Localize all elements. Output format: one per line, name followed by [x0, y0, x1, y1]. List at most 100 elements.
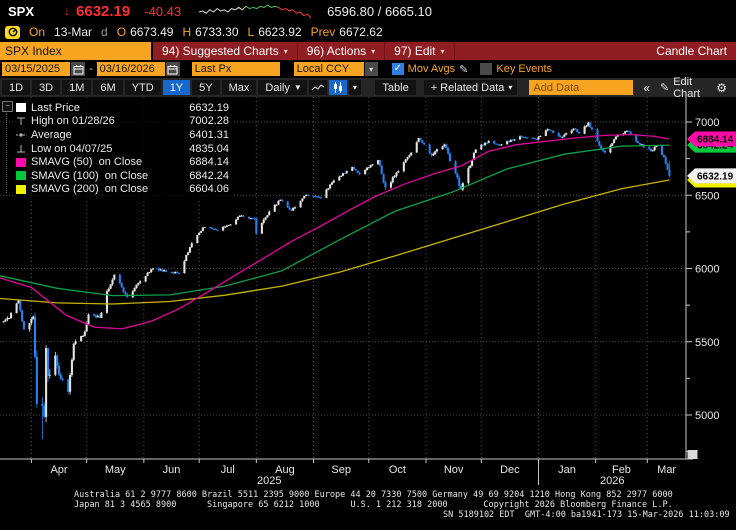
chart-area: 7000 6500 6000 5500 5000 Apr May Jun Jul Aug Sep Oc… — [0, 97, 736, 487]
candle-chart-type-button[interactable] — [328, 80, 347, 95]
legend-value: 6842.24 — [189, 169, 229, 182]
legend-value: 4835.04 — [189, 142, 229, 155]
legend-row-low-on-04-07-25[interactable]: Low on 04/07/25 4835.04 — [16, 142, 229, 156]
svg-text:7000: 7000 — [695, 117, 719, 129]
legend-row-last-price[interactable]: Last Price 6632.19 — [16, 101, 229, 115]
svg-text:Jun: Jun — [163, 464, 181, 476]
legend-row-smavg-100-on-close[interactable]: SMAVG (100) on Close 6842.24 — [16, 169, 229, 183]
svg-text:Apr: Apr — [50, 464, 67, 476]
key-events-checkbox[interactable] — [480, 63, 493, 75]
period-tab-1m[interactable]: 1M — [62, 80, 92, 95]
legend-label: Average — [31, 128, 72, 141]
currency-dropdown-arrow-icon[interactable]: ▾ — [364, 62, 378, 76]
svg-text:2026: 2026 — [600, 475, 624, 487]
open-label: O — [116, 25, 127, 39]
calendar-icon[interactable] — [71, 62, 85, 76]
svg-text:5500: 5500 — [695, 337, 719, 349]
menu-item-actions[interactable]: 96) Actions ▾ — [298, 42, 386, 60]
open-value: 6673.49 — [130, 25, 174, 39]
smavg-50-on-close-swatch-icon — [16, 157, 31, 167]
security-input[interactable]: SPX Index — [0, 42, 151, 60]
edit-chart-button[interactable]: ✎ Edit Chart — [660, 75, 701, 100]
edit-pencil-icon: ✎ — [660, 82, 670, 94]
settings-gear-icon[interactable]: ⚙ — [716, 80, 727, 95]
legend-row-smavg-50-on-close[interactable]: SMAVG (50) on Close 6884.14 — [16, 155, 229, 169]
period-tab-ytd[interactable]: YTD — [124, 80, 161, 95]
date-from-input[interactable]: 03/15/2025 — [2, 62, 70, 76]
add-data-input[interactable]: Add Data — [529, 80, 634, 95]
legend-value: 6884.14 — [189, 156, 229, 169]
frequency-select[interactable]: Daily ▼ — [258, 80, 307, 95]
high-value: 6733.30 — [195, 25, 239, 39]
menu-items: 94) Suggested Charts ▾ 96) Actions ▾ 97) Edi… — [153, 42, 455, 60]
svg-text:6000: 6000 — [695, 264, 719, 276]
key-events-label[interactable]: Key Events — [496, 63, 553, 75]
low-value: 6623.92 — [258, 25, 302, 39]
prev-value: 6672.62 — [339, 25, 383, 39]
legend-value: 7002.28 — [189, 115, 229, 128]
smavg-100-on-close-swatch-icon — [16, 171, 31, 181]
svg-text:Sep: Sep — [331, 464, 351, 476]
delayed-flag: d — [101, 25, 108, 39]
period-tabs: 1D 3D 1M 6M YTD 1Y 5Y Max — [0, 80, 257, 95]
legend-row-high-on-01-28-26[interactable]: High on 01/28/26 7002.28 — [16, 115, 229, 129]
last-price: 6632.19 — [76, 2, 131, 20]
price-down-arrow-icon: ↓ — [64, 4, 71, 18]
svg-text:Dec: Dec — [500, 464, 520, 476]
collapse-panel-button[interactable]: « — [643, 80, 650, 95]
related-data-button[interactable]: + Related Data ▾ — [423, 80, 518, 95]
line-chart-type-button[interactable] — [308, 80, 327, 95]
legend-row-smavg-200-on-close[interactable]: SMAVG (200) on Close 6604.06 — [16, 183, 229, 197]
period-tab-1y[interactable]: 1Y — [162, 80, 191, 95]
price-field-select[interactable]: Last Px — [191, 62, 280, 76]
legend-label: SMAVG (50) on Close — [31, 156, 143, 169]
svg-text:Jan: Jan — [558, 464, 576, 476]
red-menu-bar: 94) Suggested Charts ▾ 96) Actions ▾ 97) Edi… — [153, 42, 736, 60]
footer-line: SN 5189102 EDT GMT-4:00 ba1941-173 15-Ma… — [443, 510, 730, 520]
last-price-swatch-icon — [16, 103, 31, 113]
legend-label: Low on 04/07/25 — [31, 142, 113, 155]
period-tab-6m[interactable]: 6M — [93, 80, 123, 95]
chart-type-title: Candle Chart — [656, 44, 727, 58]
mov-avgs-checkbox[interactable]: ✓ — [391, 63, 404, 75]
svg-text:Feb: Feb — [612, 464, 631, 476]
legend-label: SMAVG (100) on Close — [31, 169, 149, 182]
menu-item-edit[interactable]: 97) Edit ▾ — [385, 42, 455, 60]
legend-row-average[interactable]: Average 6401.31 — [16, 128, 229, 142]
mov-avgs-label[interactable]: Mov Avgs — [407, 63, 456, 75]
period-tab-max[interactable]: Max — [221, 80, 257, 95]
period-tab-3d[interactable]: 3D — [32, 80, 61, 95]
footer-line: Australia 61 2 9777 8600 Brazil 5511 239… — [74, 490, 673, 500]
date-to-input[interactable]: 03/16/2026 — [96, 62, 165, 76]
smavg-200-on-close-swatch-icon — [16, 184, 31, 194]
price-change: -40.43 — [144, 3, 182, 19]
chart-type-dropdown-arrow-icon[interactable]: ▾ — [348, 80, 361, 95]
svg-text:Nov: Nov — [444, 464, 464, 476]
legend-label: SMAVG (200) on Close — [31, 183, 149, 196]
period-tab-1d[interactable]: 1D — [2, 80, 31, 95]
average-marker-icon — [16, 130, 31, 140]
period-tab-5y[interactable]: 5Y — [192, 80, 220, 95]
low-label: L — [247, 25, 255, 39]
legend-collapse-toggle[interactable]: − — [2, 101, 13, 112]
market-status-gauge-icon — [5, 25, 20, 39]
svg-text:Oct: Oct — [389, 464, 406, 476]
function-menu-row: SPX Index 94) Suggested Charts ▾ 96) Actio… — [0, 42, 736, 60]
legend-label: Last Price — [31, 101, 80, 114]
calendar-icon[interactable] — [165, 62, 180, 76]
intraday-sparkline — [199, 4, 312, 19]
footer-line: Japan 81 3 4565 8900 Singapore 65 6212 1… — [74, 500, 673, 510]
table-button[interactable]: Table — [375, 80, 416, 95]
session-ohlc-row: On 13-Mar d O 6673.49 H 6733.30 L 6623.9… — [0, 22, 736, 42]
terminal-footer: Australia 61 2 9777 8600 Brazil 5511 239… — [0, 487, 736, 530]
session-date: 13-Mar — [54, 25, 93, 39]
high-marker-icon — [16, 116, 31, 126]
bid-ask-range: 6596.80 / 6665.10 — [327, 3, 432, 19]
currency-select[interactable]: Local CCY — [293, 62, 364, 76]
menu-item-suggested-charts[interactable]: 94) Suggested Charts ▾ — [153, 42, 298, 60]
svg-text:May: May — [105, 464, 126, 476]
svg-text:6884.14: 6884.14 — [697, 134, 734, 145]
mov-avgs-edit-pencil-icon[interactable]: ✎ — [459, 63, 469, 76]
legend-value: 6401.31 — [189, 128, 229, 141]
